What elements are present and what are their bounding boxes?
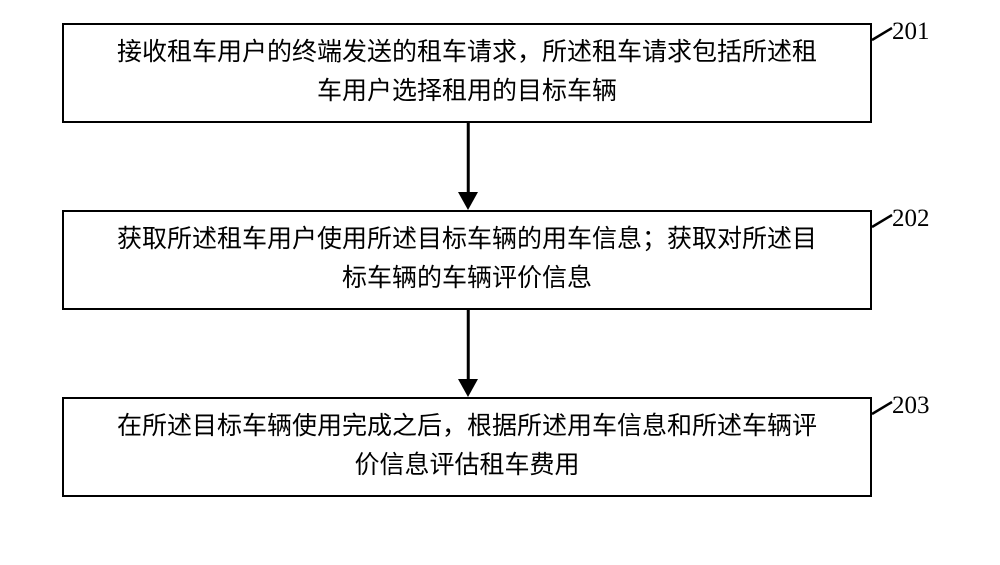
- flow-node-201: 接收租车用户的终端发送的租车请求，所述租车请求包括所述租车用户选择租用的目标车辆: [62, 23, 872, 123]
- flow-node-202-text: 获取所述租车用户使用所述目标车辆的用车信息；获取对所述目标车辆的车辆评价信息: [117, 221, 817, 299]
- flow-label-202: 202: [892, 205, 930, 233]
- flow-node-203: 在所述目标车辆使用完成之后，根据所述用车信息和所述车辆评价信息评估租车费用: [62, 397, 872, 497]
- flow-label-203: 203: [892, 392, 930, 420]
- flow-node-202: 获取所述租车用户使用所述目标车辆的用车信息；获取对所述目标车辆的车辆评价信息: [62, 210, 872, 310]
- flow-arrow-202-203: [467, 310, 469, 397]
- flow-arrow-201-202: [467, 123, 469, 210]
- flow-node-201-text: 接收租车用户的终端发送的租车请求，所述租车请求包括所述租车用户选择租用的目标车辆: [117, 34, 817, 112]
- flow-node-203-text: 在所述目标车辆使用完成之后，根据所述用车信息和所述车辆评价信息评估租车费用: [117, 408, 817, 486]
- flow-label-201: 201: [892, 18, 930, 46]
- flowchart-canvas: 接收租车用户的终端发送的租车请求，所述租车请求包括所述租车用户选择租用的目标车辆…: [0, 0, 1000, 565]
